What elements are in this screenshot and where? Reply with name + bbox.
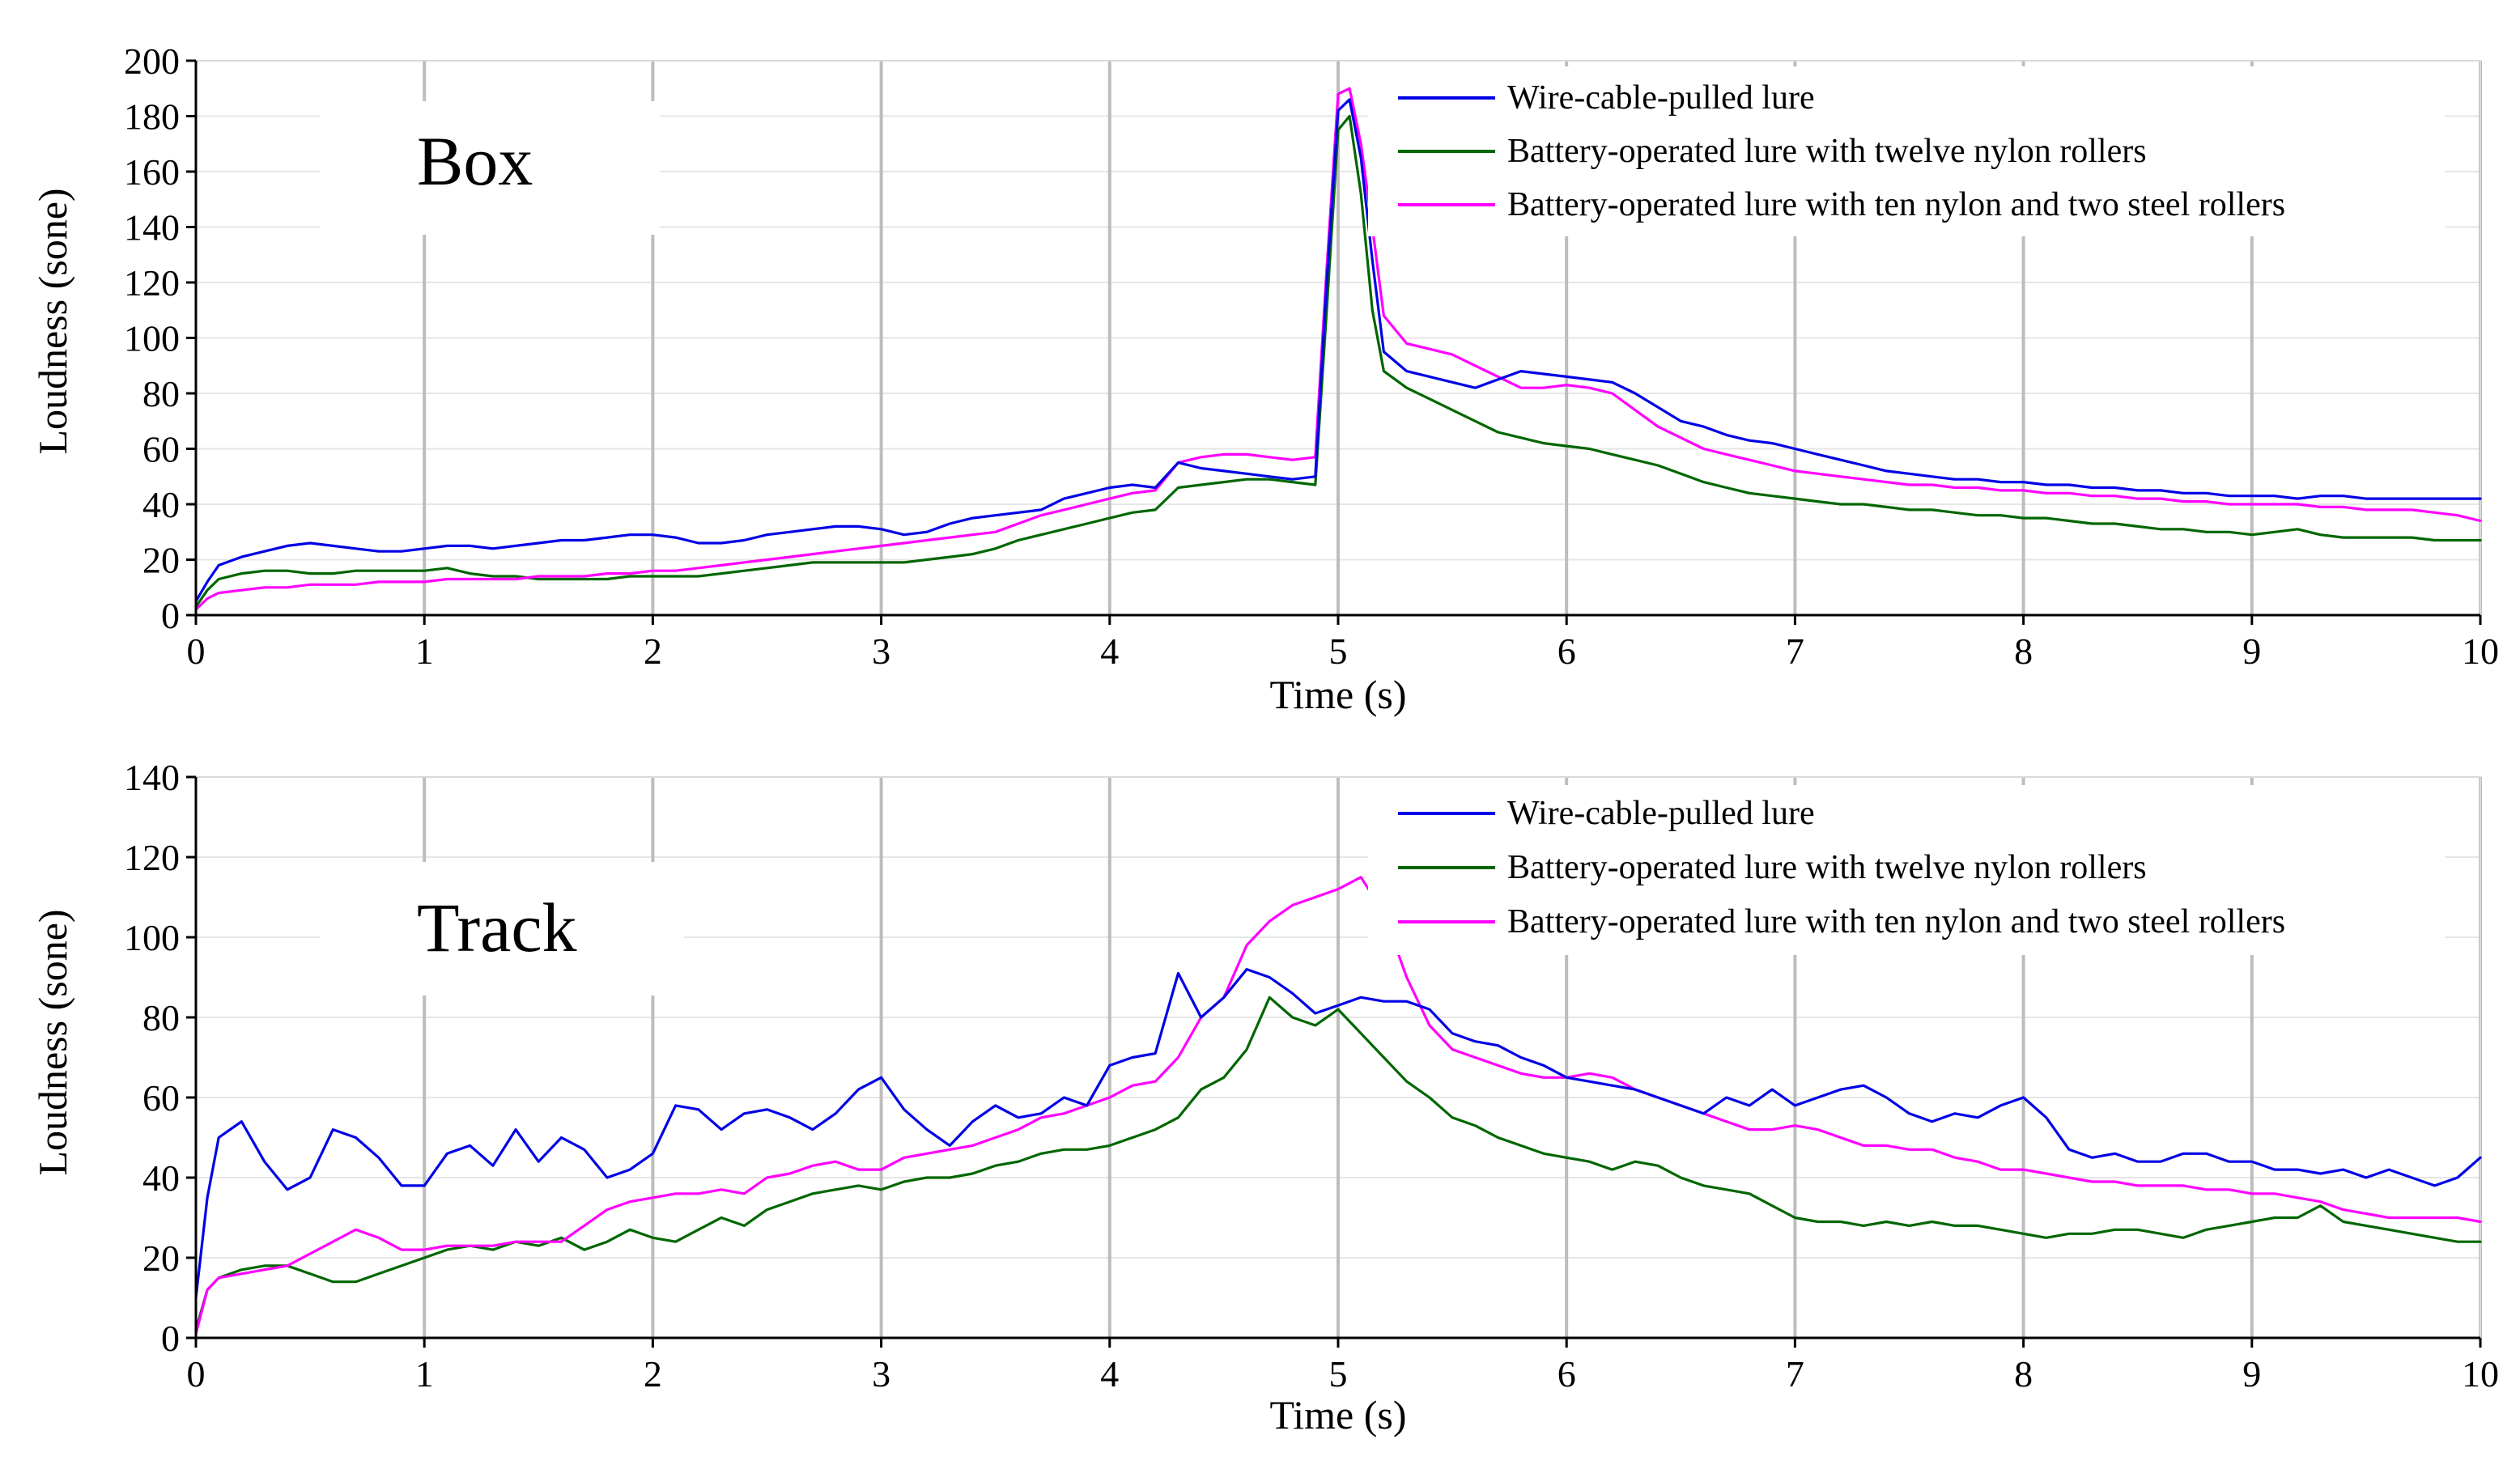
- legend-box: Wire-cable-pulled lure Battery-operated …: [1368, 66, 2445, 236]
- x-tick-label: 2: [644, 1353, 662, 1395]
- y-tick-label: 120: [124, 262, 180, 304]
- x-tick-label: 6: [1557, 1353, 1576, 1395]
- legend-label-steel-track: Battery-operated lure with ten nylon and…: [1507, 903, 2285, 940]
- series-line-steel-track: [194, 876, 2482, 1335]
- legend-track: Wire-cable-pulled lure Battery-operated …: [1368, 785, 2445, 955]
- x-tick-label: 10: [2462, 630, 2499, 672]
- y-tick-label: 200: [124, 40, 180, 82]
- x-tick-label: 3: [872, 1353, 890, 1395]
- x-tick-label: 4: [1100, 630, 1119, 672]
- x-tick-label: 4: [1100, 1353, 1119, 1395]
- y-tick-label: 140: [124, 207, 180, 248]
- series-line-wire-box: [194, 98, 2482, 603]
- x-tick-label: 8: [2014, 1353, 2033, 1395]
- ticks-track: 0 20 40 60 80 100 120 140 0 1 2 3 4 5 6 7 8 9 10: [124, 757, 2499, 1395]
- x-tick-label: 1: [415, 630, 434, 672]
- x-tick-label: 0: [187, 630, 206, 672]
- ticks-box: 0 20 40 60 80 100 120 140 160 180 200 0 1 2 3 4 5 6 7 8 9 10: [124, 40, 2499, 672]
- x-tick-label: 2: [644, 630, 662, 672]
- x-tick-label: 6: [1557, 630, 1576, 672]
- y-tick-label: 80: [142, 373, 180, 414]
- y-tick-label: 20: [142, 540, 180, 581]
- x-tick-label: 8: [2014, 630, 2033, 672]
- x-tick-label: 1: [415, 1353, 434, 1395]
- y-tick-label: 100: [124, 318, 180, 359]
- series-group-box: [194, 87, 2482, 611]
- x-tick-label: 5: [1329, 1353, 1348, 1395]
- y-tick-label: 40: [142, 1157, 180, 1199]
- panel-label-bg-box: [320, 101, 660, 235]
- series-line-wire-track: [194, 968, 2482, 1300]
- y-tick-label: 80: [142, 997, 180, 1038]
- legend-label-wire-track: Wire-cable-pulled lure: [1507, 795, 1815, 832]
- y-tick-label: 0: [161, 595, 180, 636]
- y-tick-label: 0: [161, 1318, 180, 1359]
- x-tick-label: 10: [2462, 1353, 2499, 1395]
- x-tick-label: 7: [1786, 630, 1804, 672]
- y-tick-label: 20: [142, 1238, 180, 1279]
- legend-label-wire-box: Wire-cable-pulled lure: [1507, 79, 1815, 117]
- x-tick-label: 7: [1786, 1353, 1804, 1395]
- y-tick-label: 140: [124, 757, 180, 798]
- legend-label-nylon-box: Battery-operated lure with twelve nylon …: [1507, 133, 2147, 170]
- y-tick-label: 120: [124, 837, 180, 878]
- x-axis-title-track: Time (s): [1269, 1392, 1406, 1437]
- y-tick-label: 180: [124, 96, 180, 138]
- x-tick-label: 9: [2242, 630, 2261, 672]
- x-tick-label: 5: [1329, 630, 1348, 672]
- panel-label-bg-track: [320, 862, 684, 996]
- panel-label-box: Box: [417, 122, 533, 200]
- legend-bg-box: [1368, 66, 2445, 236]
- y-axis-title-box: Loudness (sone): [30, 188, 75, 454]
- y-tick-label: 160: [124, 151, 180, 193]
- x-tick-label: 9: [2242, 1353, 2261, 1395]
- x-tick-label: 3: [872, 630, 890, 672]
- y-tick-label: 60: [142, 1077, 180, 1119]
- x-tick-label: 0: [187, 1353, 206, 1395]
- x-axis-title-box: Time (s): [1269, 672, 1406, 717]
- series-group-track: [194, 876, 2482, 1335]
- legend-label-steel-box: Battery-operated lure with ten nylon and…: [1507, 186, 2285, 223]
- y-axis-title-track: Loudness (sone): [30, 909, 75, 1175]
- y-tick-label: 40: [142, 484, 180, 525]
- y-tick-label: 60: [142, 429, 180, 470]
- legend-label-nylon-track: Battery-operated lure with twelve nylon …: [1507, 849, 2147, 886]
- panel-label-track: Track: [417, 889, 577, 966]
- series-line-steel-box: [194, 87, 2482, 611]
- gridlines-track: [196, 776, 2482, 1338]
- y-tick-label: 100: [124, 917, 180, 958]
- series-line-nylon-track: [194, 996, 2482, 1331]
- legend-bg-track: [1368, 785, 2445, 955]
